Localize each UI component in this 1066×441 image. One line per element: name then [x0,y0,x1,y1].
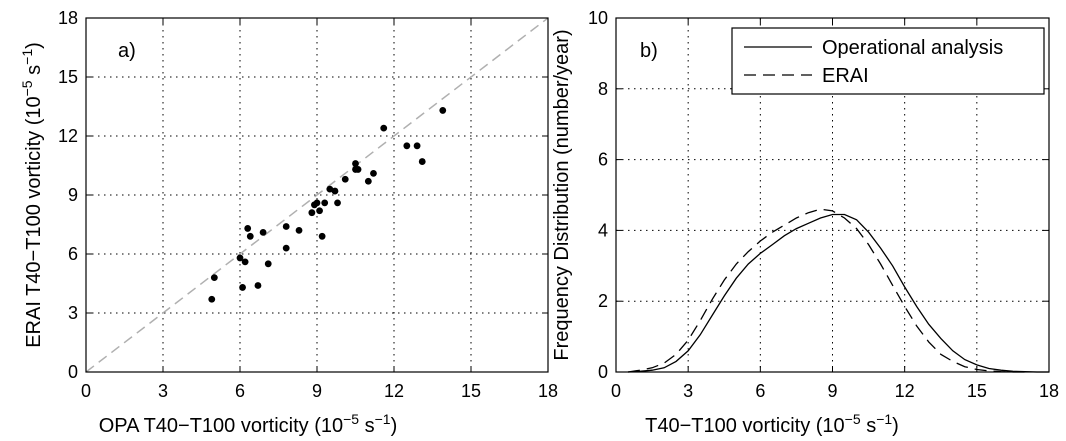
panel-a-scatter: 0 3 6 9 12 15 18 0 3 6 9 12 15 18 a) OPA T40−T100 vo… [19,8,558,437]
scatter-point [364,177,372,185]
panel-b-x-tick-labels: 0 3 6 9 12 15 18 [611,381,1059,401]
y-tick-label: 18 [58,8,78,28]
scatter-point [264,260,272,268]
y-tick-label: 4 [598,220,608,240]
x-tick-label: 18 [538,381,558,401]
legend-box [731,27,1045,95]
y-tick-label: 10 [588,8,608,28]
y-tick-label: 12 [58,126,78,146]
panel-a-one-to-one-line [85,17,549,373]
panel-b-legend: Operational analysis ERAI [731,27,1045,95]
x-tick-label: 9 [312,381,322,401]
x-tick-label: 3 [158,381,168,401]
x-tick-label: 18 [1039,381,1059,401]
x-tick-label: 3 [683,381,693,401]
scatter-point [241,258,249,266]
scatter-point [236,254,244,262]
panel-a-x-axis-label: OPA T40−T100 vorticity (10−5 s−1) [99,411,398,437]
scatter-point [334,199,341,207]
x-tick-label: 12 [384,381,404,401]
y-tick-label: 2 [598,291,608,311]
scatter-point [259,228,267,236]
scatter-point [282,223,290,230]
panel-b-line: 0 3 6 9 12 15 18 0 2 4 6 8 10 b) T40−T100 vorticity… [551,8,1059,437]
panel-a-y-axis-label: ERAI T40−T100 vorticity (10−5 s−1) [19,42,45,348]
legend-label-operational-analysis: Operational analysis [822,37,1003,59]
scatter-point [370,169,377,177]
panel-a-label: a) [118,40,136,62]
panel-b-y-axis-label: Frequency Distribution (number/year) [551,29,573,360]
scatter-point [418,158,426,165]
panel-b-grid [616,18,1049,372]
scatter-point [295,227,303,234]
scatter-point [282,244,290,252]
scatter-point [352,160,359,167]
panel-a-x-tick-labels: 0 3 6 9 12 15 18 [81,381,558,401]
scatter-point [244,225,252,232]
series-line-operational-analysis [627,213,1049,373]
scatter-point [254,282,262,289]
x-tick-label: 0 [81,381,91,401]
scatter-point [239,284,246,291]
panel-a-y-tick-labels: 0 3 6 9 12 15 18 [58,8,78,382]
panel-a-points [208,107,447,303]
x-tick-label: 6 [755,381,765,401]
panel-a-ticks [85,17,549,373]
x-tick-label: 0 [611,381,621,401]
scatter-point [210,274,218,281]
y-tick-label: 6 [598,150,608,170]
scatter-point [403,142,411,150]
panel-b-x-axis-label: T40−T100 vorticity (10−5 s−1) [645,411,899,437]
y-tick-label: 0 [598,362,608,382]
x-tick-label: 15 [967,381,987,401]
x-tick-label: 6 [235,381,245,401]
panel-b-label: b) [640,40,658,62]
x-tick-label: 15 [461,381,481,401]
scatter-point [413,142,421,150]
scatter-point [341,175,349,183]
scatter-point [316,207,323,215]
scatter-point [313,199,321,207]
legend-label-erai: ERAI [822,65,869,87]
panel-b-series [627,208,1049,373]
scatter-point [354,166,362,173]
scatter-point [321,199,329,207]
scatter-point [208,295,216,303]
scatter-point [439,107,447,114]
y-tick-label: 15 [58,67,78,87]
scatter-point [380,124,388,132]
x-tick-label: 12 [895,381,915,401]
y-tick-label: 3 [68,303,78,323]
y-tick-label: 6 [68,244,78,264]
series-line-erai [627,208,1025,373]
y-tick-label: 9 [68,185,78,205]
scatter-point [326,185,334,193]
scatter-point [246,232,254,240]
x-tick-label: 9 [827,381,837,401]
scatter-point [308,209,316,217]
y-tick-label: 0 [68,362,78,382]
y-tick-label: 8 [598,79,608,99]
scatter-point [318,232,326,240]
panel-b-y-tick-labels: 0 2 4 6 8 10 [588,8,608,382]
scatter-point [331,187,339,195]
